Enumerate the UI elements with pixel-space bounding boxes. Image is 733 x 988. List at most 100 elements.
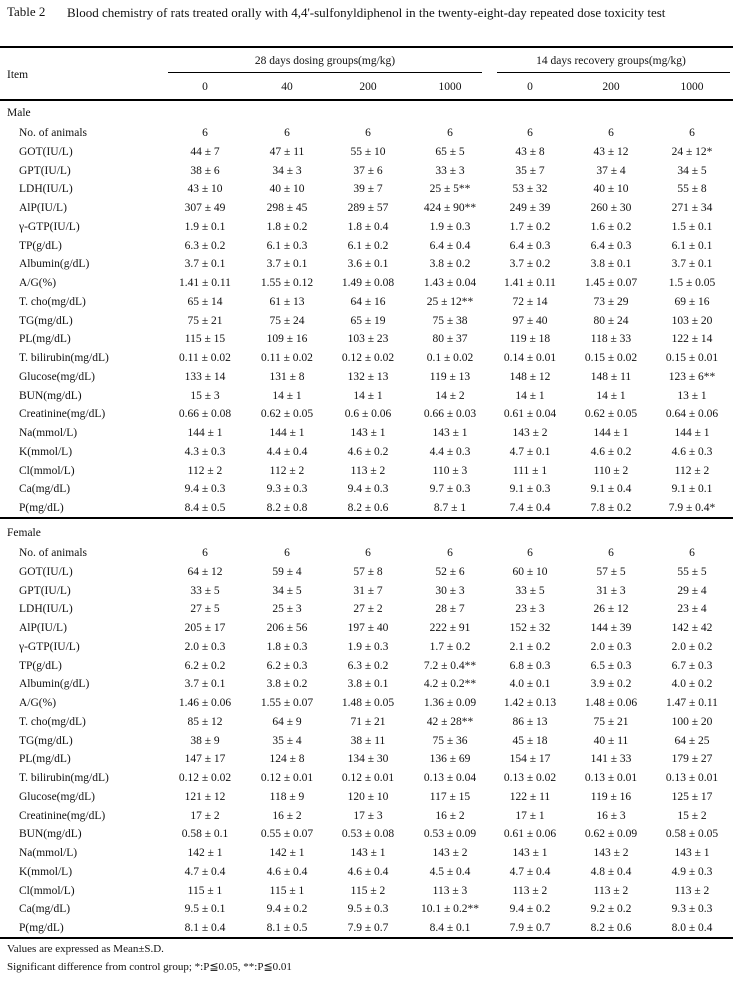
table-cell: 9.7 ± 0.3 — [429, 483, 471, 496]
table-cell: 75 ± 24 — [269, 314, 305, 327]
table-cell: 147 ± 17 — [184, 753, 226, 766]
table-cell: 27 ± 5 — [190, 603, 220, 616]
table-cell: 40 ± 10 — [269, 183, 305, 196]
table-cell: 6.1 ± 0.1 — [671, 239, 713, 252]
table-cell: 60 ± 10 — [512, 565, 548, 578]
table-cell: 9.4 ± 0.2 — [509, 903, 551, 916]
table-cell: 25 ± 5** — [429, 183, 471, 196]
dose-header-4: 0 — [527, 81, 533, 93]
footnote-significance: Significant difference from control grou… — [7, 961, 292, 973]
table-cell: 7.8 ± 0.2 — [590, 502, 632, 514]
table-cell: 85 ± 12 — [187, 715, 223, 728]
table-cell: 2.1 ± 0.2 — [509, 640, 551, 653]
table-cell: 10.1 ± 0.2** — [420, 903, 480, 916]
table-cell: 6 — [689, 547, 695, 559]
table-cell: 132 ± 13 — [347, 370, 389, 383]
table-cell: 40 ± 10 — [593, 183, 629, 196]
table-row: GOT(IU/L) 44 ± 7 47 ± 11 55 ± 10 65 ± 5 43 ± … — [0, 143, 733, 161]
recovery-group-header: 14 days recovery groups(mg/kg) — [536, 55, 686, 67]
table-cell: 23 ± 4 — [677, 603, 707, 616]
table-cell: 71 ± 21 — [350, 715, 386, 728]
table-cell: 124 ± 8 — [269, 753, 305, 766]
table-cell: 52 ± 6 — [435, 565, 465, 578]
table-cell: 37 ± 6 — [353, 164, 383, 177]
row-label: TG(mg/dL) — [19, 314, 73, 327]
table-cell: 1.7 ± 0.2 — [509, 220, 551, 233]
table-cell: 1.9 ± 0.3 — [347, 640, 389, 653]
table-cell: 6.4 ± 0.3 — [509, 239, 551, 252]
table-cell: 1.36 ± 0.09 — [423, 697, 477, 709]
table-cell: 14 ± 1 — [596, 389, 626, 402]
table-cell: 34 ± 3 — [272, 164, 302, 177]
table-cell: 0.53 ± 0.09 — [423, 828, 477, 841]
table-cell: 9.1 ± 0.4 — [590, 483, 632, 496]
table-row: K(mmol/L) 4.7 ± 0.4 4.6 ± 0.4 4.6 ± 0.4 4.5 … — [0, 863, 733, 881]
table-cell: 4.9 ± 0.3 — [671, 865, 713, 878]
table-cell: 0.13 ± 0.01 — [584, 772, 638, 784]
table-cell: 0.15 ± 0.01 — [665, 352, 719, 364]
dosing-group-rule — [168, 72, 482, 73]
table-cell: 69 ± 16 — [674, 295, 710, 308]
table-cell: 75 ± 21 — [593, 715, 629, 728]
table-cell: 222 ± 91 — [429, 622, 471, 634]
table-cell: 119 ± 16 — [590, 790, 632, 803]
row-label: AlP(IU/L) — [19, 622, 67, 634]
table-row: Na(mmol/L) 142 ± 1 142 ± 1 143 ± 1 143 ± 2 14… — [0, 844, 733, 862]
table-cell: 35 ± 4 — [272, 734, 302, 747]
table-cell: 1.8 ± 0.2 — [266, 220, 308, 233]
table-cell: 0.55 ± 0.07 — [260, 828, 314, 841]
table-cell: 13 ± 1 — [677, 389, 707, 402]
table-cell: 1.48 ± 0.06 — [584, 697, 638, 709]
table-cell: 6 — [284, 547, 290, 559]
table-cell: 109 ± 16 — [266, 333, 308, 346]
table-cell: 38 ± 9 — [190, 734, 220, 747]
table-cell: 8.0 ± 0.4 — [671, 922, 713, 934]
table-cell: 1.6 ± 0.2 — [590, 220, 632, 233]
row-label: TG(mg/dL) — [19, 734, 73, 747]
table-cell: 142 ± 1 — [187, 847, 223, 859]
table-cell: 1.8 ± 0.3 — [266, 640, 308, 653]
row-label: A/G(%) — [19, 277, 57, 289]
table-cell: 7.9 ± 0.7 — [347, 922, 389, 934]
table-cell: 17 ± 2 — [190, 809, 220, 822]
row-label: GPT(IU/L) — [19, 584, 71, 597]
table-cell: 115 ± 2 — [350, 884, 386, 897]
section-divider-rule — [0, 517, 733, 519]
table-cell: 43 ± 10 — [187, 183, 223, 196]
table-cell: 86 ± 13 — [512, 715, 548, 728]
table-cell: 142 ± 1 — [269, 847, 305, 859]
table-row: GPT(IU/L) 38 ± 6 34 ± 3 37 ± 6 33 ± 3 35 ± 7 3… — [0, 162, 733, 180]
table-cell: 1.9 ± 0.3 — [429, 220, 471, 233]
table-cell: 115 ± 1 — [269, 884, 305, 897]
table-cell: 125 ± 17 — [671, 790, 713, 803]
table-cell: 1.47 ± 0.11 — [666, 697, 718, 709]
table-row: T. cho(mg/dL) 85 ± 12 64 ± 9 71 ± 21 42 ± 28… — [0, 713, 733, 731]
table-cell: 0.61 ± 0.06 — [503, 828, 557, 841]
table-row: K(mmol/L) 4.3 ± 0.3 4.4 ± 0.4 4.6 ± 0.2 4.4 … — [0, 443, 733, 461]
table-cell: 6.1 ± 0.3 — [266, 239, 308, 252]
table-caption: Blood chemistry of rats treated orally w… — [67, 5, 666, 20]
table-cell: 23 ± 3 — [515, 603, 545, 616]
table-cell: 144 ± 1 — [269, 427, 305, 439]
table-cell: 16 ± 2 — [435, 809, 465, 822]
table-cell: 6 — [202, 127, 208, 139]
table-cell: 119 ± 18 — [509, 333, 551, 346]
row-label: P(mg/dL) — [19, 922, 64, 934]
table-cell: 38 ± 11 — [350, 734, 386, 747]
table-row: TP(g/dL) 6.3 ± 0.2 6.1 ± 0.3 6.1 ± 0.2 6.4 ±… — [0, 237, 733, 255]
table-cell: 133 ± 14 — [184, 370, 226, 383]
table-cell: 8.1 ± 0.5 — [266, 922, 308, 934]
table-cell: 8.1 ± 0.4 — [184, 922, 226, 934]
table-cell: 142 ± 42 — [671, 622, 713, 634]
table-cell: 0.11 ± 0.02 — [179, 352, 231, 364]
table-cell: 4.5 ± 0.4 — [429, 865, 471, 878]
table-row: BUN(mg/dL) 15 ± 3 14 ± 1 14 ± 1 14 ± 2 14 ± 1… — [0, 387, 733, 405]
bottom-rule — [0, 937, 733, 939]
table-cell: 2.0 ± 0.3 — [590, 640, 632, 653]
table-cell: 249 ± 39 — [509, 202, 551, 214]
table-cell: 26 ± 12 — [593, 603, 629, 616]
table-row: TG(mg/dL) 38 ± 9 35 ± 4 38 ± 11 75 ± 36 45 ± … — [0, 732, 733, 750]
row-label: No. of animals — [19, 547, 88, 559]
table-row: Cl(mmol/L) 115 ± 1 115 ± 1 115 ± 2 113 ± 3 11… — [0, 882, 733, 900]
row-label: T. bilirubin(mg/dL) — [19, 352, 109, 364]
